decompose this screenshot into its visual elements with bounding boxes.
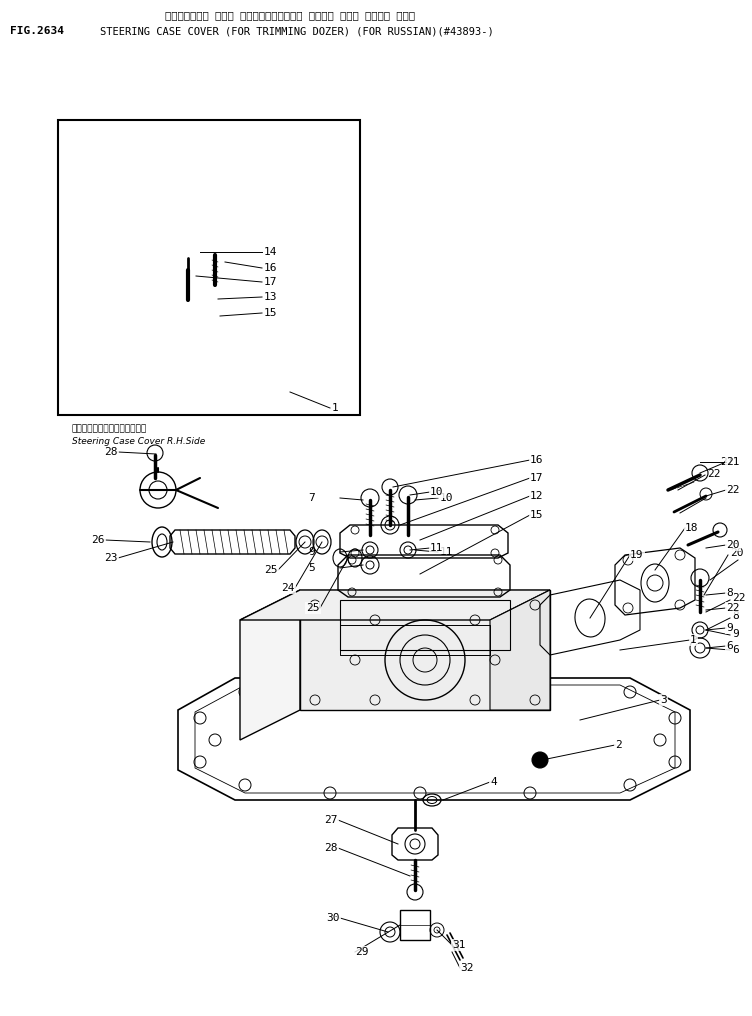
Text: 22: 22 <box>732 593 745 604</box>
Text: 12: 12 <box>530 491 544 501</box>
Polygon shape <box>300 590 550 710</box>
Text: 18: 18 <box>685 523 699 533</box>
Text: 11: 11 <box>430 543 444 553</box>
Text: 25: 25 <box>265 565 278 575</box>
Text: 9: 9 <box>308 547 315 557</box>
Text: 15: 15 <box>530 510 544 520</box>
Circle shape <box>532 752 548 768</box>
Text: 31: 31 <box>452 940 465 950</box>
Text: 28: 28 <box>105 447 118 457</box>
Text: 26: 26 <box>92 535 105 545</box>
Text: 21: 21 <box>720 457 733 467</box>
Polygon shape <box>240 590 300 740</box>
Text: 16: 16 <box>264 263 277 273</box>
Text: 4: 4 <box>490 777 497 787</box>
Text: 28: 28 <box>325 843 338 853</box>
Text: 17: 17 <box>530 473 544 483</box>
Text: 30: 30 <box>326 913 340 923</box>
Text: 9: 9 <box>732 629 738 639</box>
Text: 10: 10 <box>430 487 444 497</box>
Text: 22: 22 <box>726 485 739 495</box>
Text: 19: 19 <box>630 550 644 560</box>
Text: 20: 20 <box>730 548 744 558</box>
Text: 20: 20 <box>726 539 739 550</box>
Text: 1: 1 <box>690 635 697 645</box>
Text: Steering Case Cover R.H.Side: Steering Case Cover R.H.Side <box>72 437 205 446</box>
Text: 6: 6 <box>726 641 732 651</box>
Text: 23: 23 <box>105 553 118 563</box>
Text: 24: 24 <box>281 583 295 593</box>
Polygon shape <box>240 590 550 620</box>
Text: 25: 25 <box>307 604 320 613</box>
Text: 32: 32 <box>460 963 474 973</box>
Text: 21: 21 <box>726 457 739 467</box>
Text: 7: 7 <box>308 493 315 503</box>
Text: 8: 8 <box>726 588 732 598</box>
Text: 13: 13 <box>264 292 277 302</box>
Text: ステアリング・ ケース カバー（トロイング・ ウインチ ヨウ） （ロシア ヨウ）: ステアリング・ ケース カバー（トロイング・ ウインチ ヨウ） （ロシア ヨウ） <box>165 10 415 20</box>
Text: 1: 1 <box>332 403 338 412</box>
Text: ステアリングケースカバー右図: ステアリングケースカバー右図 <box>72 424 147 433</box>
Polygon shape <box>490 590 550 710</box>
Text: 22: 22 <box>726 604 739 613</box>
Bar <box>58 120 360 415</box>
Text: 11: 11 <box>440 547 453 557</box>
Text: 5: 5 <box>308 563 315 573</box>
Text: 10: 10 <box>440 493 453 503</box>
Text: 17: 17 <box>264 277 277 287</box>
Text: 6: 6 <box>732 645 738 655</box>
Text: 8: 8 <box>732 611 738 621</box>
Text: 27: 27 <box>325 815 338 825</box>
Text: 2: 2 <box>615 740 622 750</box>
Text: 22: 22 <box>707 469 720 479</box>
Text: 3: 3 <box>660 695 667 705</box>
Text: 14: 14 <box>264 247 277 257</box>
Text: 29: 29 <box>355 947 368 957</box>
Text: STEERING CASE COVER (FOR TRIMMING DOZER) (FOR RUSSIAN)(#43893-): STEERING CASE COVER (FOR TRIMMING DOZER)… <box>100 26 494 36</box>
Text: 15: 15 <box>264 308 277 318</box>
Text: FIG.2634: FIG.2634 <box>10 26 64 36</box>
Text: 16: 16 <box>530 455 544 465</box>
Text: 9: 9 <box>726 623 732 633</box>
